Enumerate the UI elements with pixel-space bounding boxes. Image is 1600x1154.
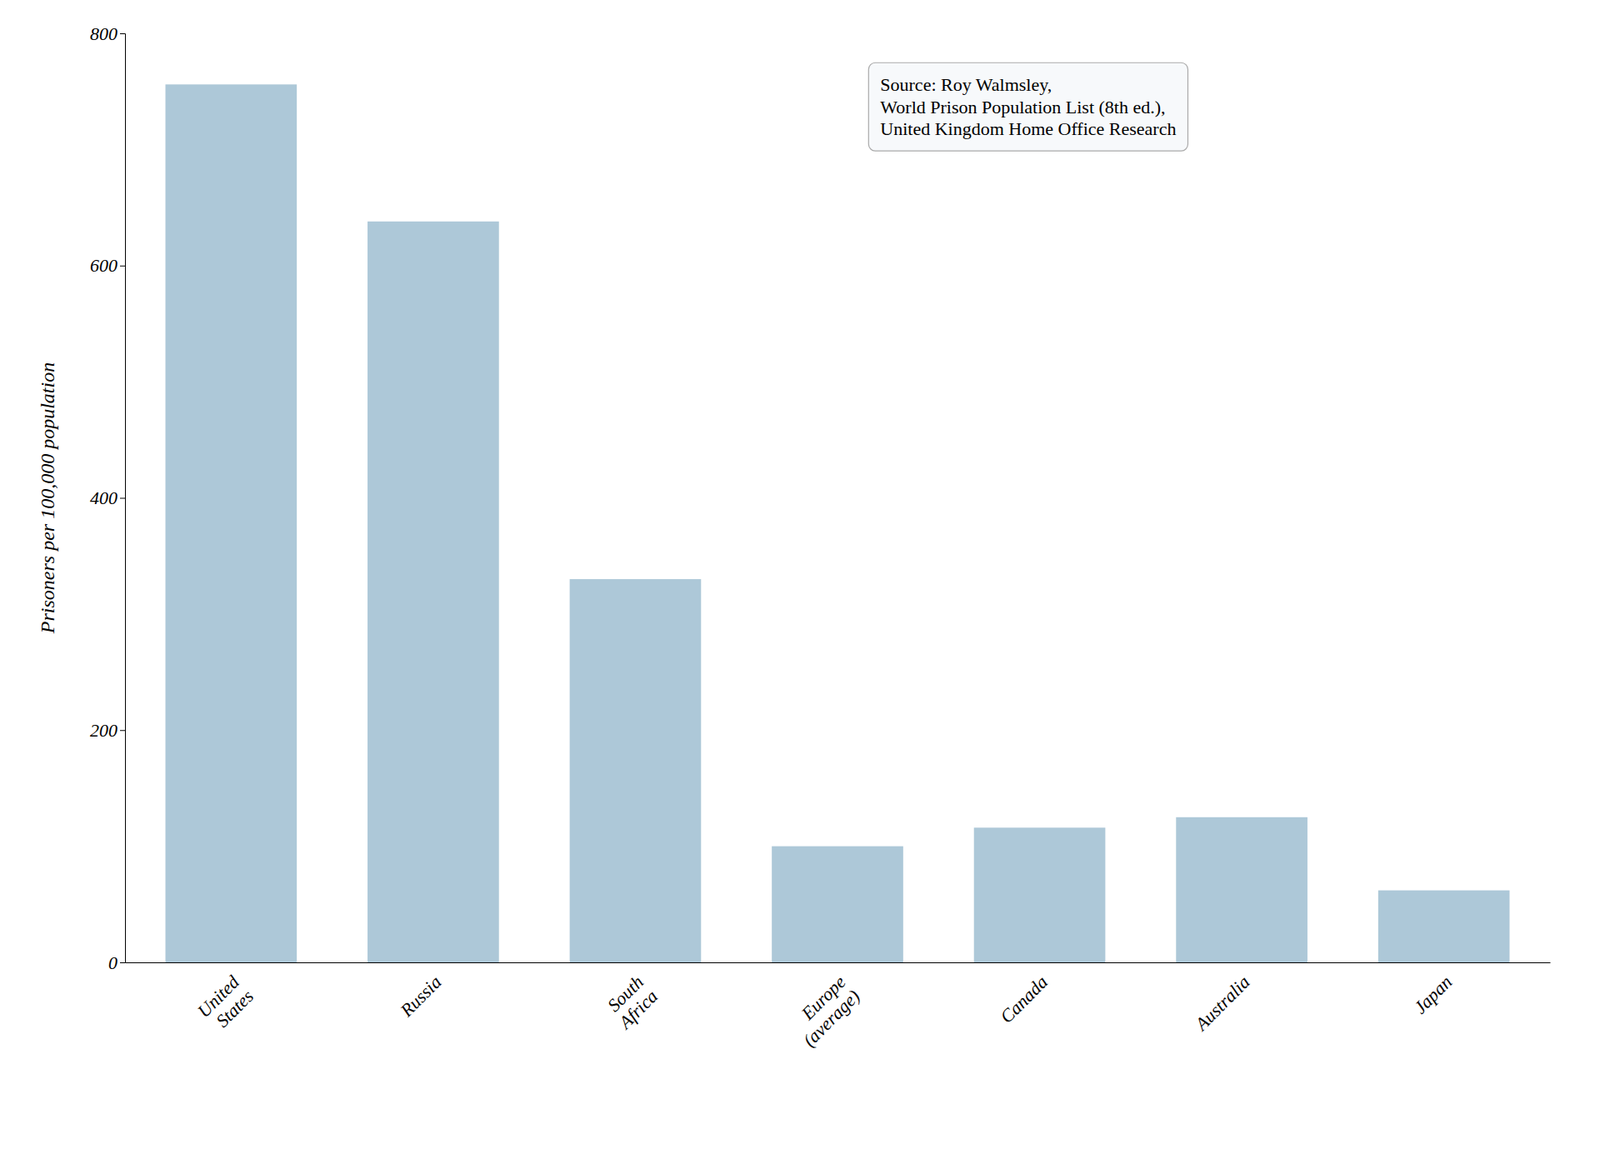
x-tick-label: Canada (995, 971, 1052, 1028)
x-tick: Canada (995, 971, 1052, 1028)
y-tick: 600 (90, 255, 125, 276)
y-tick-mark (120, 962, 125, 964)
x-tick: Japan (1410, 971, 1457, 1019)
x-axis-line (125, 962, 1551, 964)
y-tick: 0 (108, 952, 125, 974)
bar (165, 84, 298, 963)
y-tick-mark (120, 33, 125, 35)
x-tick-label: Russia (395, 971, 446, 1022)
x-tick: Russia (395, 971, 446, 1022)
bar (974, 827, 1106, 963)
x-tick-label: Australia (1190, 971, 1255, 1036)
y-tick: 200 (90, 720, 125, 741)
bars (165, 84, 1510, 963)
bar (367, 221, 500, 963)
bar (1175, 817, 1308, 963)
annotation-background (868, 62, 1188, 151)
y-tick-mark (120, 265, 125, 267)
y-tick: 400 (90, 487, 125, 509)
y-axis-title: Prisoners per 100,000 population (36, 362, 59, 635)
x-axis: UnitedStates Russia SouthAfrica Europe(aver… (125, 963, 1551, 1052)
y-tick-label: 600 (90, 255, 118, 276)
bar (771, 846, 904, 963)
y-tick-mark (120, 730, 125, 731)
y-tick-label: 200 (90, 720, 118, 741)
x-tick: UnitedStates (193, 970, 259, 1036)
x-tick-label: UnitedStates (193, 970, 259, 1036)
chart: 0 200 400 600 800 UnitedStates Russia SouthAfri… (0, 0, 1600, 1154)
plot-area: 0 200 400 600 800 UnitedStates Russia SouthAfri… (90, 23, 1551, 1052)
y-tick-label: 400 (90, 487, 118, 509)
annotation: Source: Roy Walmsley,World Prison Popula… (880, 74, 1176, 140)
y-axis: 0 200 400 600 800 (90, 23, 126, 974)
x-tick-label: Japan (1410, 971, 1457, 1019)
x-tick-label: Europe(average) (784, 971, 864, 1051)
y-axis-line (120, 34, 126, 964)
y-tick-label: 800 (90, 23, 118, 45)
y-tick-label: 0 (108, 952, 118, 974)
x-tick: SouthAfrica (599, 971, 662, 1035)
bar (570, 579, 702, 963)
annotation-box: Source: Roy Walmsley,World Prison Popula… (868, 62, 1188, 151)
x-tick: Australia (1190, 971, 1255, 1036)
x-tick: Europe(average) (784, 971, 864, 1051)
x-tick-label: SouthAfrica (599, 971, 662, 1035)
bar (1378, 890, 1510, 963)
y-tick-mark (120, 498, 125, 500)
y-tick: 800 (90, 23, 125, 45)
